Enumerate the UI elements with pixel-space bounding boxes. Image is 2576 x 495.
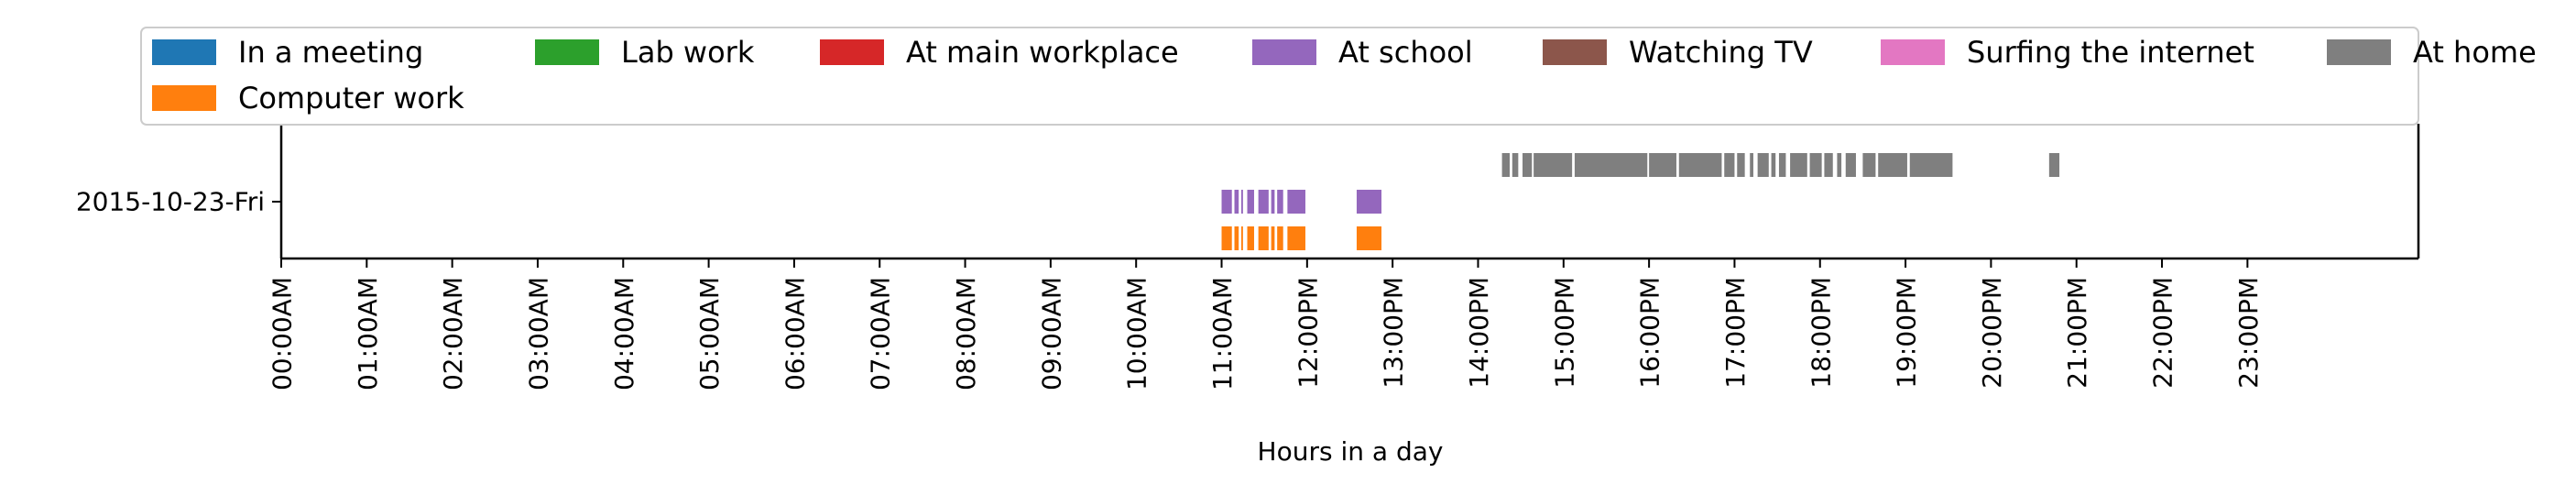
- legend-label-computer-work: Computer work: [238, 81, 464, 116]
- bar-at-home-0: [1501, 153, 1511, 177]
- x-tick-label: 01:00AM: [353, 277, 383, 390]
- legend-label-lab-work: Lab work: [621, 35, 755, 70]
- x-tick-label: 05:00AM: [694, 277, 725, 390]
- bar-at-school-8: [1356, 190, 1382, 214]
- bar-computer-work-6: [1277, 226, 1283, 250]
- bar-computer-work-7: [1287, 226, 1305, 250]
- x-axis: 00:00AM 01:00AM 02:00AM 03:00AM 04:00AM 05:00…: [267, 258, 2264, 390]
- bar-at-home-20: [1909, 153, 1953, 177]
- legend-label-watching-tv: Watching TV: [1629, 35, 1813, 70]
- bar-at-home-10: [1757, 153, 1769, 177]
- x-tick-label: 17:00PM: [1720, 277, 1751, 389]
- legend-frame: [140, 27, 2419, 126]
- legend-swatch-at-main-workplace: [820, 39, 884, 65]
- x-tick-label: 21:00PM: [2062, 277, 2092, 389]
- x-tick-label: 19:00PM: [1892, 277, 1922, 389]
- legend-swatch-lab-work: [535, 39, 599, 65]
- x-tick-label: 11:00AM: [1207, 277, 1238, 390]
- x-tick-label: 12:00PM: [1293, 277, 1323, 389]
- bar-at-school-0: [1221, 190, 1232, 214]
- bar-at-home-7: [1724, 153, 1735, 177]
- bar-at-school-4: [1258, 190, 1269, 214]
- x-tick-label: 15:00PM: [1549, 277, 1579, 389]
- bar-computer-work-4: [1258, 226, 1269, 250]
- bar-at-home-17: [1845, 153, 1856, 177]
- bar-computer-work-5: [1271, 226, 1275, 250]
- bar-at-school-6: [1277, 190, 1283, 214]
- x-tick-label: 04:00AM: [609, 277, 639, 390]
- legend-label-at-main-workplace: At main workplace: [906, 35, 1179, 70]
- x-tick-label: 06:00AM: [780, 277, 810, 390]
- bar-computer-work-1: [1234, 226, 1239, 250]
- bar-at-home-21: [2048, 153, 2060, 177]
- x-tick-label: 07:00AM: [866, 277, 896, 390]
- x-tick-label: 09:00AM: [1036, 277, 1066, 390]
- y-axis: 2015-10-23-Fri: [76, 187, 281, 217]
- bar-at-home-15: [1824, 153, 1833, 177]
- legend-swatch-at-home: [2327, 39, 2391, 65]
- legend-swatch-in-a-meeting: [152, 39, 216, 65]
- bar-at-home-4: [1574, 153, 1648, 177]
- bar-at-school-7: [1287, 190, 1305, 214]
- x-tick-label: 18:00PM: [1806, 277, 1836, 389]
- bar-at-home-14: [1809, 153, 1822, 177]
- x-tick-label: 14:00PM: [1464, 277, 1494, 389]
- plot-area: [279, 124, 2420, 260]
- x-tick-label: 13:00PM: [1379, 277, 1409, 389]
- y-tick-label: 2015-10-23-Fri: [76, 187, 265, 217]
- bar-at-school-5: [1271, 190, 1275, 214]
- legend-swatch-computer-work: [152, 85, 216, 111]
- x-tick-label: 10:00AM: [1122, 277, 1152, 390]
- bar-at-home-12: [1778, 153, 1786, 177]
- x-tick-label: 02:00AM: [438, 277, 468, 390]
- x-tick-label: 22:00PM: [2148, 277, 2178, 389]
- x-tick-label: 20:00PM: [1977, 277, 2007, 389]
- legend-label-surfing-the-internet: Surfing the internet: [1967, 35, 2254, 70]
- bar-at-school-3: [1247, 190, 1254, 214]
- bar-at-home-5: [1649, 153, 1676, 177]
- x-tick-label: 16:00PM: [1635, 277, 1665, 389]
- x-axis-title: Hours in a day: [1258, 436, 1444, 467]
- bar-computer-work-2: [1240, 226, 1243, 250]
- legend-label-in-a-meeting: In a meeting: [238, 35, 423, 70]
- legend-swatch-at-school: [1252, 39, 1316, 65]
- x-tick-label: 23:00PM: [2233, 277, 2264, 389]
- bar-at-home-9: [1750, 153, 1753, 177]
- bar-at-home-3: [1534, 153, 1573, 177]
- bar-at-school-1: [1234, 190, 1239, 214]
- bar-at-home-1: [1512, 153, 1519, 177]
- bar-computer-work-8: [1356, 226, 1382, 250]
- bar-at-home-18: [1862, 153, 1876, 177]
- bar-at-home-2: [1523, 153, 1533, 177]
- bar-at-home-6: [1678, 153, 1722, 177]
- x-tick-label: 08:00AM: [951, 277, 981, 390]
- bar-at-home-8: [1737, 153, 1745, 177]
- bar-at-home-19: [1878, 153, 1907, 177]
- legend-swatch-surfing-the-internet: [1881, 39, 1945, 65]
- bar-computer-work-3: [1247, 226, 1254, 250]
- legend-swatch-watching-tv: [1543, 39, 1607, 65]
- legend-label-at-home: At home: [2413, 35, 2537, 70]
- bar-computer-work-0: [1221, 226, 1232, 250]
- x-tick-label: 03:00AM: [523, 277, 553, 390]
- bar-at-home-16: [1837, 153, 1842, 177]
- x-tick-label: 00:00AM: [267, 277, 298, 390]
- legend: In a meeting Lab work At main workplace At …: [140, 27, 2537, 126]
- bar-at-school-2: [1240, 190, 1243, 214]
- bar-at-home-13: [1790, 153, 1807, 177]
- legend-label-at-school: At school: [1338, 35, 1473, 70]
- bar-at-home-11: [1771, 153, 1776, 177]
